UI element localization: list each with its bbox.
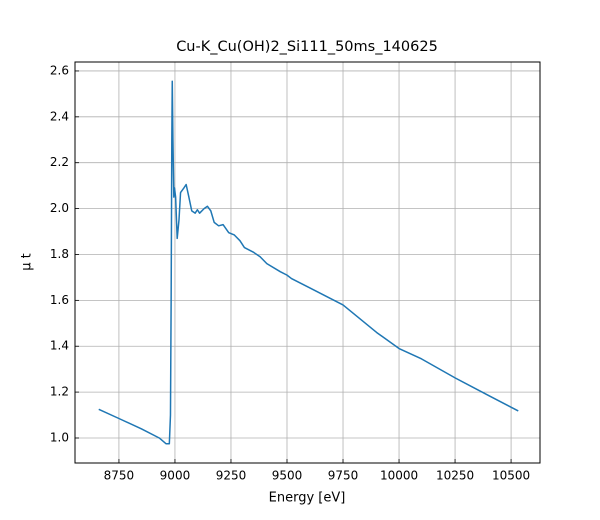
y-tick-label: 2.4 xyxy=(50,109,69,123)
y-tick-label: 1.2 xyxy=(50,385,69,399)
y-tick-label: 2.6 xyxy=(50,63,69,77)
x-tick-label: 10250 xyxy=(436,469,474,483)
x-tick-label: 9000 xyxy=(160,469,191,483)
plot-frame xyxy=(74,61,541,464)
y-tick-label: 2.2 xyxy=(50,155,69,169)
y-tick-label: 1.0 xyxy=(50,430,69,444)
y-tick-label: 1.4 xyxy=(50,339,69,353)
y-tick-label: 1.8 xyxy=(50,247,69,261)
data-line xyxy=(98,80,519,445)
x-axis-label: Energy [eV] xyxy=(269,491,346,506)
x-tick-label: 10500 xyxy=(492,469,530,483)
x-tick-label: 10000 xyxy=(380,469,418,483)
x-tick-label: 9500 xyxy=(272,469,303,483)
y-tick-label: 2.0 xyxy=(50,201,69,215)
x-tick-label: 9250 xyxy=(216,469,247,483)
chart-title: Cu-K_Cu(OH)2_Si111_50ms_140625 xyxy=(176,39,438,55)
y-axis-label: μ t xyxy=(20,253,35,271)
y-tick-label: 1.6 xyxy=(50,293,69,307)
x-tick-label: 9750 xyxy=(328,469,359,483)
x-tick-label: 8750 xyxy=(104,469,135,483)
